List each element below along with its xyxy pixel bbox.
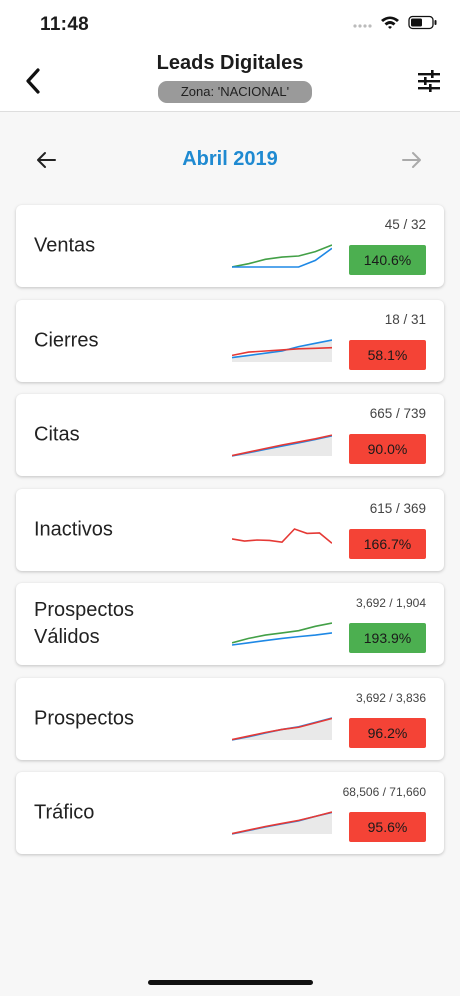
metric-sparkline [232, 527, 332, 544]
sparkline-series-a [232, 527, 332, 544]
metric-card[interactable]: Prospectos 3,692 / 3,836 96.2% [16, 677, 444, 760]
metric-sparkline [232, 716, 332, 741]
previous-month-button[interactable] [30, 144, 62, 176]
metric-name: Citas [34, 423, 80, 446]
metrics-list: Ventas 45 / 32 140.6% Cierres 18 / 31 58… [16, 205, 444, 867]
sparkline-series-b [232, 632, 332, 646]
metric-ratio: 3,692 / 1,904 [355, 596, 426, 610]
month-label: Abril 2019 [182, 148, 278, 170]
metric-name: Ventas [34, 234, 96, 257]
sparkline-series-b [232, 811, 332, 835]
metric-sparkline [232, 244, 332, 268]
sparkline-series-b [232, 717, 332, 740]
filter-button[interactable] [412, 64, 446, 98]
zone-badge: Zona: 'NACIONAL' [158, 81, 312, 103]
page-title: Leads Digitales [156, 52, 304, 74]
metric-card[interactable]: Citas 665 / 739 90.0% [16, 394, 444, 476]
battery-icon [408, 15, 438, 35]
month-navigator: Abril 2019 [0, 130, 460, 190]
wifi-icon [380, 15, 400, 35]
signal-icon [352, 16, 372, 34]
next-month-button[interactable] [396, 144, 428, 176]
metric-percent-badge: 140.6% [349, 245, 426, 275]
chevron-left-icon [26, 68, 40, 94]
metric-card[interactable]: Inactivos 615 / 369 166.7% [16, 488, 444, 571]
metric-percent-badge: 90.0% [349, 434, 426, 464]
status-bar: 11:48 [0, 0, 460, 48]
metric-percent-badge: 193.9% [349, 623, 426, 653]
metric-card[interactable]: Ventas 45 / 32 140.6% [16, 205, 444, 287]
metric-name: Tráfico [34, 801, 95, 824]
arrow-right-icon [402, 152, 421, 168]
metric-name: Prospectos Válidos [34, 599, 135, 648]
sliders-icon [418, 70, 440, 92]
sparkline-series-a [232, 622, 332, 644]
metric-sparkline [232, 434, 332, 457]
sparkline-series-a [232, 244, 332, 268]
home-indicator [148, 980, 313, 985]
sparkline-series-b [232, 346, 332, 356]
metric-sparkline [232, 811, 332, 835]
metric-ratio: 68,506 / 71,660 [342, 785, 426, 799]
sparkline-area [232, 435, 332, 456]
sparkline-series-a [232, 338, 332, 358]
header: Leads Digitales Zona: 'NACIONAL' [0, 48, 460, 112]
metric-name: Prospectos [34, 707, 135, 729]
metric-ratio: 45 / 32 [384, 217, 426, 232]
status-time: 11:48 [40, 14, 90, 35]
metric-percent-badge: 96.2% [349, 717, 426, 748]
arrow-left-icon [37, 152, 56, 168]
metric-percent-badge: 95.6% [349, 812, 426, 842]
sparkline-area [232, 717, 332, 740]
sparkline-series-b [232, 247, 332, 268]
metric-sparkline [232, 622, 332, 646]
metric-sparkline [232, 338, 332, 362]
metric-name: Cierres [34, 329, 99, 351]
status-icons [352, 15, 438, 35]
sparkline-series-b [232, 434, 332, 457]
metric-ratio: 615 / 369 [369, 500, 426, 516]
metric-percent-badge: 58.1% [349, 339, 426, 370]
metric-ratio: 665 / 739 [369, 406, 426, 421]
metric-card[interactable]: Tráfico 68,506 / 71,660 95.6% [16, 772, 444, 854]
metric-card[interactable]: Prospectos Válidos 3,692 / 1,904 193.9% [16, 583, 444, 665]
metric-ratio: 3,692 / 3,836 [355, 690, 426, 705]
metric-percent-badge: 166.7% [349, 528, 426, 559]
back-button[interactable] [18, 64, 48, 98]
metric-name: Inactivos [34, 518, 113, 540]
metric-card[interactable]: Cierres 18 / 31 58.1% [16, 299, 444, 382]
sparkline-area [232, 812, 332, 834]
metric-ratio: 18 / 31 [384, 311, 426, 327]
